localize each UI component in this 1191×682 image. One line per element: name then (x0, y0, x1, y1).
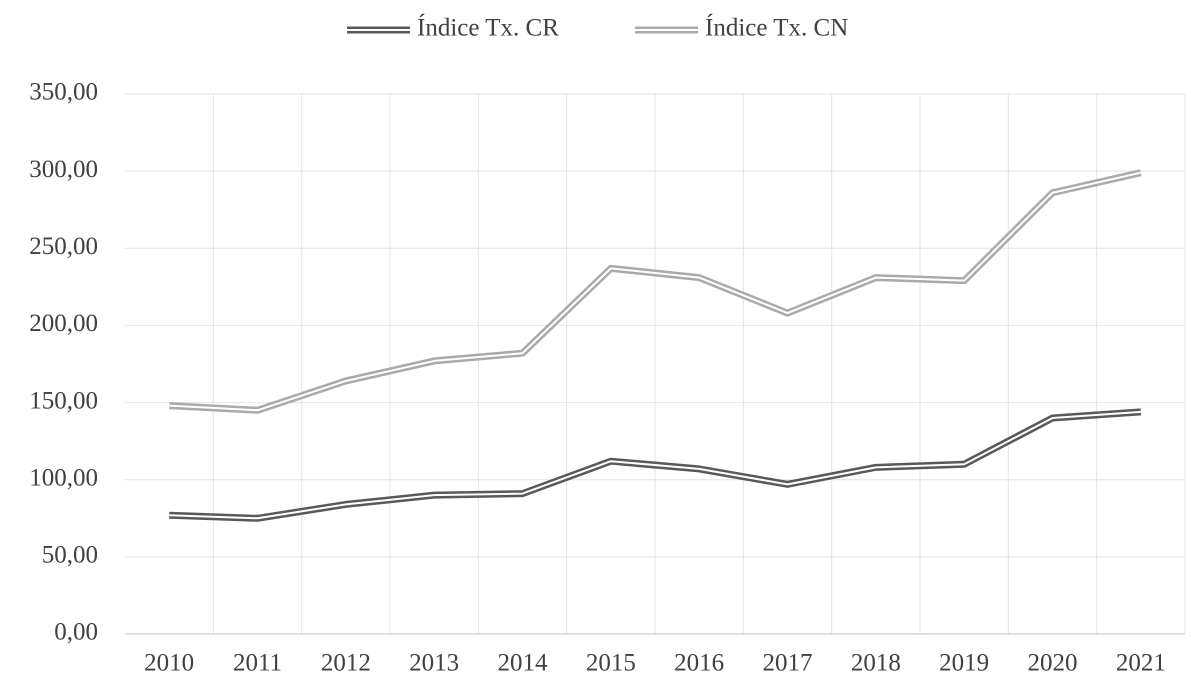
y-tick-label: 50,00 (42, 542, 98, 569)
x-tick-label: 2019 (939, 650, 989, 677)
y-tick-label: 0,00 (54, 619, 98, 646)
x-tick-label: 2013 (409, 650, 459, 677)
x-tick-label: 2020 (1028, 650, 1078, 677)
y-tick-label: 100,00 (29, 464, 98, 491)
x-tick-label: 2015 (586, 650, 636, 677)
x-tick-label: 2010 (144, 650, 194, 677)
y-tick-label: 300,00 (29, 156, 98, 183)
y-tick-label: 250,00 (29, 233, 98, 260)
x-tick-label: 2016 (674, 650, 724, 677)
y-tick-label: 150,00 (29, 387, 98, 414)
x-tick-label: 2018 (851, 650, 901, 677)
legend-label: Índice Tx. CR (417, 14, 559, 42)
legend-label: Índice Tx. CN (705, 14, 848, 42)
x-tick-label: 2017 (763, 650, 813, 677)
series-line-inner (169, 410, 1141, 520)
x-tick-label: 2021 (1116, 650, 1166, 677)
y-tick-label: 350,00 (29, 79, 98, 106)
x-tick-label: 2012 (321, 650, 371, 677)
series-line-inner (169, 171, 1142, 412)
x-tick-label: 2011 (233, 650, 282, 677)
x-tick-label: 2014 (498, 650, 549, 677)
y-tick-label: 200,00 (29, 310, 98, 337)
